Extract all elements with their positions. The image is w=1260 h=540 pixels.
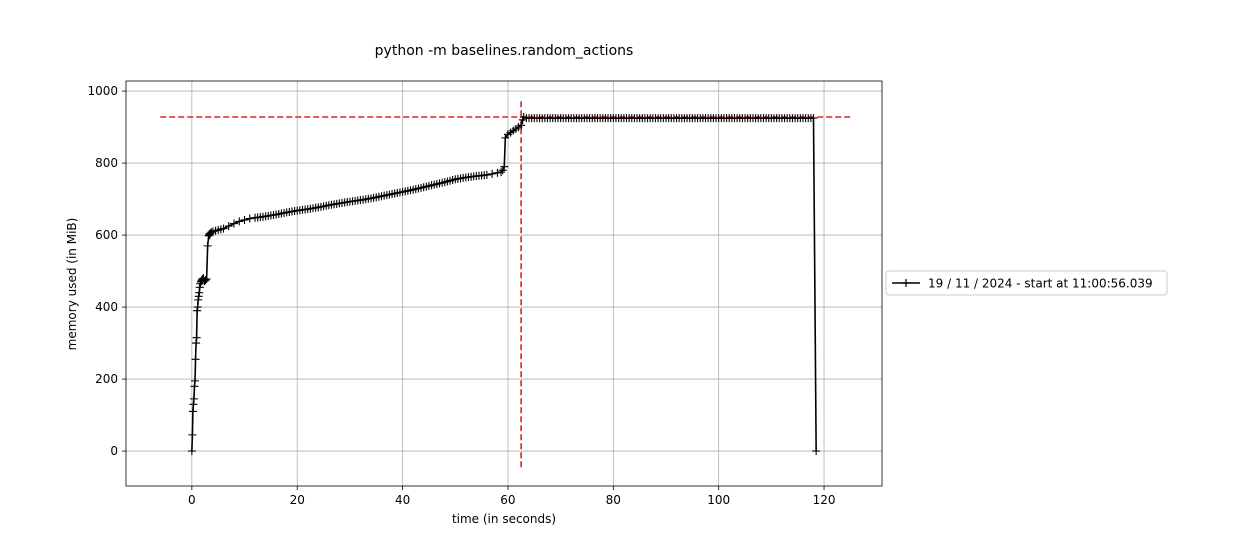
data-point [812, 447, 821, 456]
data-point [517, 121, 526, 130]
data-point [448, 176, 457, 184]
data-point [806, 114, 815, 123]
data-point [280, 208, 289, 217]
data-point [191, 376, 200, 385]
data-point [353, 196, 362, 205]
data-point [207, 228, 216, 237]
data-point [219, 224, 228, 233]
x-tick-label: 20 [290, 493, 305, 507]
data-point [203, 241, 212, 250]
data-point [311, 203, 320, 212]
data-point [480, 171, 489, 180]
data-point [269, 211, 278, 220]
chart-title: python -m baselines.random_actions [375, 43, 634, 59]
data-series [187, 113, 821, 456]
x-tick-label: 120 [813, 493, 836, 507]
data-point [500, 162, 509, 171]
legend: 19 / 11 / 2024 - start at 11:00:56.039 [885, 270, 1168, 296]
data-point [201, 276, 210, 285]
x-tick-label: 0 [188, 493, 196, 507]
data-point [192, 333, 201, 342]
data-point [417, 183, 426, 192]
series-markers [187, 113, 821, 456]
data-point [459, 173, 468, 182]
y-tick-label: 600 [95, 228, 118, 242]
y-tick-label: 0 [110, 444, 118, 458]
x-axis-ticks: 0 20 40 60 80 100 120 [188, 486, 836, 507]
data-point [406, 186, 415, 195]
y-tick-label: 200 [95, 372, 118, 386]
data-point [488, 169, 497, 178]
data-point [202, 275, 211, 283]
data-point [498, 166, 507, 175]
data-point [290, 207, 299, 216]
x-tick-label: 100 [707, 493, 730, 507]
x-tick-label: 80 [606, 493, 621, 507]
data-point [493, 168, 502, 177]
data-point [301, 205, 310, 214]
x-axis-label: time (in seconds) [452, 512, 556, 526]
y-tick-label: 800 [95, 156, 118, 170]
plot-frame [125, 80, 883, 487]
data-point [395, 188, 404, 197]
data-point [427, 181, 436, 190]
data-point [224, 222, 233, 231]
x-tick-label: 40 [395, 493, 410, 507]
data-point [193, 303, 202, 312]
reference-lines [160, 100, 851, 468]
data-point [438, 178, 447, 187]
y-axis-label: memory used (in MiB) [65, 218, 79, 351]
data-point [188, 407, 197, 416]
grid-lines [126, 81, 882, 486]
data-point [258, 212, 267, 221]
data-point [385, 190, 394, 199]
data-point [230, 219, 238, 228]
x-tick-label: 60 [500, 493, 515, 507]
y-axis-ticks: 0 200 400 600 800 1000 [87, 84, 126, 458]
data-point [187, 447, 196, 456]
data-point [191, 355, 200, 364]
data-point [343, 198, 352, 207]
legend-entry-label: 19 / 11 / 2024 - start at 11:00:56.039 [928, 277, 1153, 291]
data-point [235, 217, 244, 226]
data-point [245, 214, 254, 223]
data-point [497, 168, 506, 177]
data-point [364, 194, 373, 203]
data-point [240, 215, 249, 224]
data-point [189, 394, 198, 403]
data-point [188, 430, 197, 439]
y-tick-label: 400 [95, 300, 118, 314]
data-point [332, 199, 341, 208]
y-tick-label: 1000 [87, 84, 118, 98]
data-point [322, 201, 331, 210]
legend-box [885, 270, 1168, 296]
data-point [469, 172, 478, 181]
data-point [374, 192, 383, 201]
